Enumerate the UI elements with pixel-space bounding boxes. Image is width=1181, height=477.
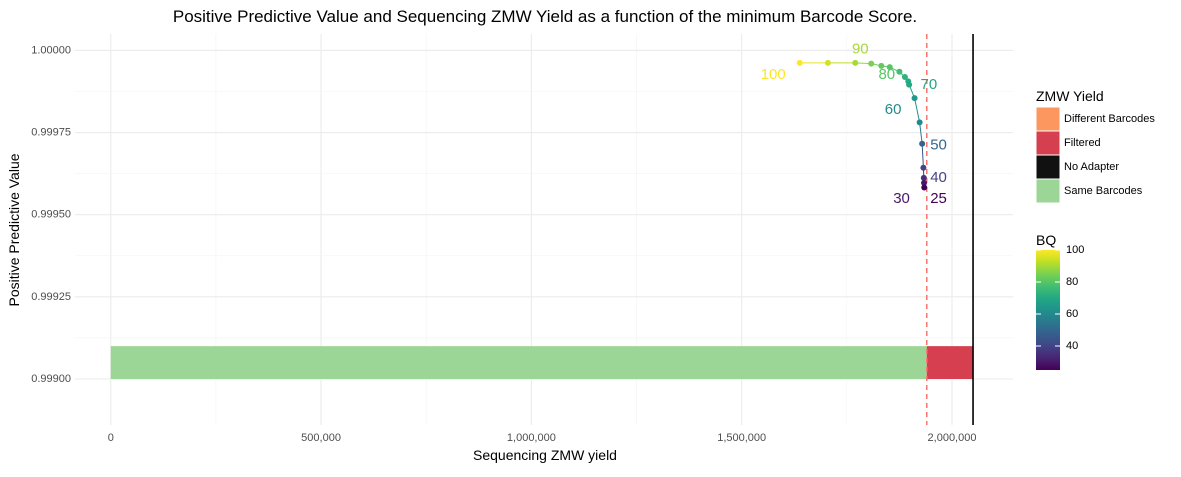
y-tick-label: 0.99925	[31, 291, 71, 303]
ppv-curve-segment	[915, 98, 920, 122]
bq-label-60: 60	[885, 101, 902, 118]
ppv-point-bq-40	[920, 165, 926, 171]
bq-label-100: 100	[761, 66, 786, 83]
zmw-yield-legend: ZMW Yield Different Barcodes Filtered No A…	[1036, 88, 1155, 203]
ppv-curve-segment	[922, 144, 923, 168]
ppv-point-bq-25	[921, 184, 927, 190]
y-tick-label: 0.99975	[31, 126, 71, 138]
filtered-bar-segment	[927, 346, 973, 379]
ppv-point-bq-95	[825, 60, 831, 66]
y-tick-label: 0.99950	[31, 209, 71, 221]
legend-label-same-barcodes: Same Barcodes	[1064, 185, 1143, 197]
legend-label-different-barcodes: Different Barcodes	[1064, 113, 1155, 125]
bq-colorbar-legend: BQ 40 60 80 100	[1036, 232, 1084, 370]
ppv-point-bq-65	[912, 95, 918, 101]
colorbar-tick-label: 40	[1066, 340, 1078, 352]
x-tick-label: 2,000,000	[928, 432, 977, 444]
y-tick-label: 1.00000	[31, 44, 71, 56]
colorbar-tick-label: 80	[1066, 276, 1078, 288]
bq-colorbar	[1036, 250, 1060, 370]
y-tick-label: 0.99900	[31, 373, 71, 385]
ppv-point-bq-50	[919, 141, 925, 147]
yield-bar-layer	[111, 346, 973, 379]
ppv-point-bq-70	[906, 82, 912, 88]
y-axis-title: Positive Predictive Value	[6, 153, 22, 306]
legend-key-different-barcodes	[1036, 107, 1060, 131]
ppv-point-bq-60	[917, 119, 923, 125]
bq-label-30: 30	[893, 190, 910, 207]
colorbar-tick-label: 100	[1066, 244, 1084, 256]
legend-label-filtered: Filtered	[1064, 137, 1101, 149]
colorbar-tick-label: 60	[1066, 308, 1078, 320]
x-axis-title: Sequencing ZMW yield	[473, 447, 617, 463]
x-axis-ticks: 0 500,000 1,000,000 1,500,000 2,000,000	[108, 432, 977, 444]
bq-label-70: 70	[921, 76, 938, 93]
ppv-point-bq-90	[852, 60, 858, 66]
bq-label-40: 40	[930, 169, 947, 186]
ppv-curve-layer	[797, 60, 928, 191]
ppv-point-bq-85	[868, 61, 874, 67]
bq-label-50: 50	[930, 137, 947, 154]
bq-legend-title: BQ	[1036, 232, 1056, 248]
legend-label-no-adapter: No Adapter	[1064, 161, 1119, 173]
legend-key-same-barcodes	[1036, 179, 1060, 203]
bq-label-90: 90	[852, 41, 869, 58]
legend-key-filtered	[1036, 131, 1060, 155]
chart-title: Positive Predictive Value and Sequencing…	[173, 7, 917, 26]
ppv-point-bq-100	[797, 60, 803, 66]
y-axis-ticks: 0.99900 0.99925 0.99950 0.99975 1.00000	[31, 44, 71, 385]
x-tick-label: 500,000	[301, 432, 341, 444]
x-tick-label: 1,000,000	[507, 432, 556, 444]
zmw-yield-legend-title: ZMW Yield	[1036, 88, 1104, 104]
same-barcodes-bar-segment	[111, 346, 927, 379]
x-tick-label: 1,500,000	[717, 432, 766, 444]
legend-key-no-adapter	[1036, 155, 1060, 179]
ppv-point-bq-77	[896, 69, 902, 75]
x-tick-label: 0	[108, 432, 114, 444]
bq-label-80: 80	[878, 66, 895, 83]
bq-label-25: 25	[930, 190, 947, 207]
